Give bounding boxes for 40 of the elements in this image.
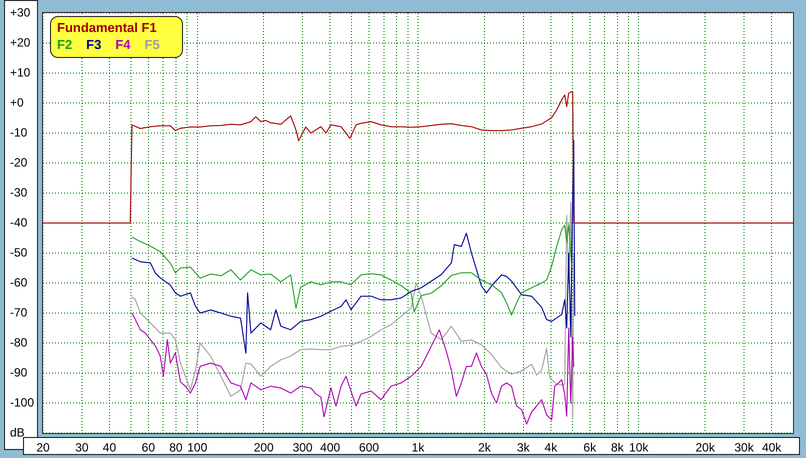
y-tick-label: -40: [10, 215, 28, 230]
x-tick-label: 20: [36, 440, 50, 455]
x-tick-label: 60: [142, 440, 156, 455]
y-tick-label: -80: [10, 335, 28, 350]
y-tick-label: +0: [10, 95, 24, 110]
x-tick-label: 200: [254, 440, 274, 455]
x-tick-label: 30k: [734, 440, 755, 455]
x-tick-label: 3k: [516, 440, 531, 455]
x-tick-label: 30: [75, 440, 89, 455]
text: F5: [144, 37, 160, 52]
y-tick-label: -10: [10, 125, 28, 140]
y-tick-label: +30: [10, 5, 31, 20]
y-tick-label: +20: [10, 35, 31, 50]
x-tick-label: 40k: [762, 440, 782, 455]
y-tick-label: -60: [10, 275, 28, 290]
y-tick-label: +10: [10, 65, 31, 80]
x-tick-label: 20k: [695, 440, 716, 455]
y-tick-label: -70: [10, 305, 28, 320]
y-tick-label: -90: [10, 365, 28, 380]
x-tick-label: 400: [320, 440, 340, 455]
x-tick-label: 10k: [629, 440, 650, 455]
y-tick-label: -30: [10, 185, 28, 200]
x-tick-label: 2k: [478, 440, 492, 455]
x-tick-label: 300: [292, 440, 313, 455]
y-tick-label: -50: [10, 245, 28, 260]
text: F4: [115, 37, 131, 52]
x-tick-label: 40: [102, 440, 116, 455]
x-tick-label: 4k: [544, 440, 558, 455]
x-tick-label: 100: [187, 440, 208, 455]
x-tick-label: 8k: [610, 440, 625, 455]
x-tick-label: 1k: [412, 440, 426, 455]
text: F2: [57, 37, 72, 52]
y-tick-label: -20: [10, 155, 28, 170]
y-tick-label: dB: [10, 425, 25, 440]
text: F3: [86, 37, 102, 52]
x-tick-label: 600: [359, 440, 380, 455]
y-tick-label: -100: [10, 395, 34, 410]
text: Fundamental F1: [57, 20, 157, 35]
x-tick-label: 6k: [583, 440, 598, 455]
x-tick-label: 80: [169, 440, 183, 455]
